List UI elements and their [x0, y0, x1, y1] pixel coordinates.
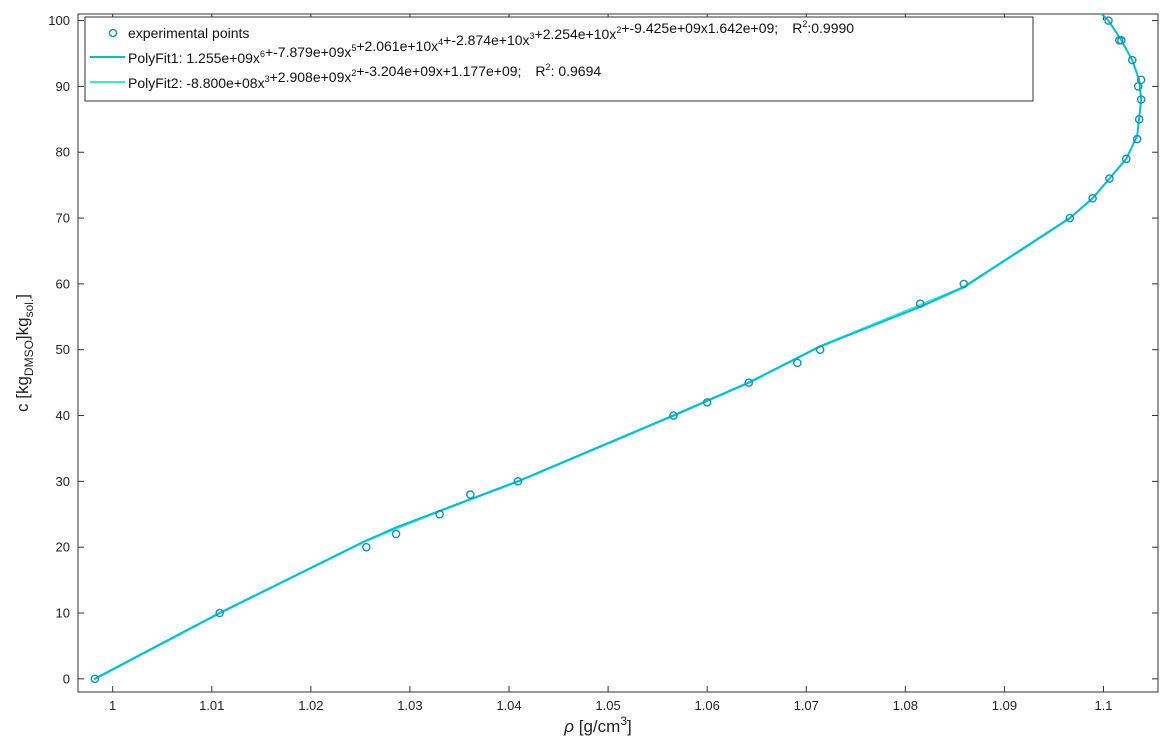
experimental-points — [90, 16, 1146, 684]
legend-term: +-2.874e+10x — [443, 32, 529, 48]
plot-area — [77, 13, 1159, 693]
x-tick-label: 1.05 — [595, 698, 620, 713]
experimental-point — [1134, 115, 1144, 124]
x-tick-label: 1.08 — [893, 698, 918, 713]
experimental-point — [959, 279, 969, 289]
legend-fit-label: PolyFit1: — [128, 50, 186, 66]
x-tick-label: 1.04 — [496, 698, 521, 713]
x-axis-symbol: ρ — [563, 717, 574, 736]
x-tick-label: 1.09 — [992, 698, 1017, 713]
y-tick-label: 40 — [56, 408, 70, 423]
x-tick-label: 1.01 — [199, 698, 224, 713]
experimental-point — [1136, 95, 1146, 104]
y-axis-sub1: DMSO — [22, 340, 36, 376]
x-axis-close: ] — [627, 717, 632, 736]
experimental-point — [744, 378, 754, 387]
experimental-point — [1065, 213, 1075, 223]
experimental-point — [391, 529, 401, 539]
experimental-point — [435, 509, 444, 519]
y-axis-mid: ]kg — [13, 317, 32, 340]
experimental-point — [702, 398, 712, 407]
experimental-point — [1127, 55, 1137, 65]
y-tick-label: 0 — [63, 671, 70, 686]
y-tick-label: 10 — [56, 606, 70, 621]
experimental-point — [1132, 134, 1142, 144]
legend-exponent: 2 — [616, 25, 621, 35]
legend-r2-exponent: 2 — [546, 62, 551, 72]
x-tick-label: 1.1 — [1094, 698, 1112, 713]
y-tick-labels: 0 10 20 30 40 50 60 70 80 90 100 — [48, 13, 70, 686]
experimental-point — [669, 411, 678, 420]
legend-r2-value: : 0.9694 — [551, 63, 602, 79]
fit-lines — [93, 14, 1143, 681]
legend-fit-label: PolyFit2: — [128, 75, 186, 91]
legend-exponent: 2 — [351, 68, 356, 78]
legend-exponent: 4 — [438, 37, 443, 47]
experimental-point — [1088, 194, 1097, 203]
experimental-point — [1136, 75, 1146, 85]
legend-exponent: 3 — [265, 74, 270, 84]
legend-term: +2.908e+09x — [270, 69, 352, 85]
legend-term: +-3.204e+09x+1.177e+09; — [356, 63, 521, 79]
legend-term: +2.254e+10x — [535, 26, 617, 42]
legend-r2-value: :0.9990 — [807, 20, 854, 36]
x-tick-label: 1.02 — [298, 698, 323, 713]
legend-term: 1.255e+09x — [186, 50, 260, 66]
legend-marker-points — [108, 28, 118, 38]
y-axis-title: c [kgDMSO]kgsol.] — [13, 294, 36, 412]
legend-term: -8.800e+08x — [186, 75, 264, 91]
experimental-point — [513, 477, 523, 486]
y-axis-sub2: sol. — [22, 299, 36, 318]
experimental-point — [466, 490, 475, 499]
experimental-point — [1115, 36, 1124, 45]
x-tick-label: 1.07 — [794, 698, 819, 713]
experimental-point — [90, 674, 100, 684]
y-tick-label: 60 — [56, 276, 70, 291]
experimental-point — [215, 608, 224, 618]
legend-box — [84, 16, 1034, 102]
experimental-point — [1105, 174, 1114, 183]
x-tick-labels: 1 1.01 1.02 1.03 1.04 1.05 1.06 1.07 1.08 1.09 1.1 — [109, 698, 1112, 713]
legend-label-fit1: PolyFit1: 1.255e+09x6+-7.879e+09x5+2.061… — [128, 19, 854, 66]
y-axis-pre: c [kg — [13, 376, 32, 412]
y-tick-label: 90 — [56, 79, 70, 94]
y-tick-label: 20 — [56, 540, 70, 555]
experimental-point — [815, 345, 825, 355]
experimental-point — [793, 358, 802, 368]
y-tick-label: 100 — [48, 13, 70, 28]
experimental-point — [1104, 16, 1113, 25]
x-axis-unit: [g/cm — [574, 717, 620, 736]
y-axis-close: ] — [13, 294, 32, 299]
y-tick-label: 30 — [56, 474, 70, 489]
legend-term: +2.061e+10x — [356, 38, 438, 54]
experimental-point — [362, 542, 371, 552]
x-tick-label: 1.06 — [695, 698, 720, 713]
legend-label-points: experimental points — [128, 25, 249, 41]
experimental-point — [1121, 154, 1131, 164]
experimental-point — [915, 299, 925, 308]
y-tick-label: 70 — [56, 211, 70, 226]
y-tick-label: 50 — [56, 342, 70, 357]
x-axis-exponent: 3 — [620, 714, 627, 728]
x-tick-label: 1 — [109, 698, 116, 713]
legend-label-fit2: PolyFit2: -8.800e+08x3+2.908e+09x2+-3.20… — [128, 62, 601, 91]
legend-exponent: 5 — [351, 43, 356, 53]
x-axis-title: ρ [g/cm3] — [563, 714, 631, 736]
legend-exponent: 6 — [260, 49, 265, 59]
legend-exponent: 3 — [530, 31, 535, 41]
legend-term: +-9.425e+09x1.642e+09; — [621, 20, 778, 36]
legend-r2-label: R — [792, 20, 802, 36]
legend-r2-exponent: 2 — [802, 19, 807, 29]
x-tick-label: 1.03 — [397, 698, 422, 713]
legend-r2-label: R — [535, 63, 545, 79]
y-tick-label: 80 — [56, 145, 70, 160]
legend-term: +-7.879e+09x — [265, 44, 351, 60]
legend: experimental points PolyFit1: 1.255e+09x… — [84, 16, 1034, 102]
polyfit1-line — [93, 14, 1143, 680]
